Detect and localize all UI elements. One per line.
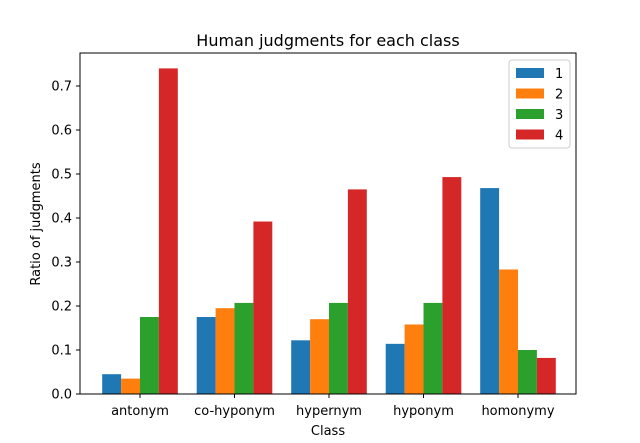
bar-series-1-homonymy: [480, 188, 500, 394]
bar-series-2-hypernym: [310, 319, 329, 394]
x-axis: antonym co-hyponym hypernym hyponym homonymy: [111, 394, 555, 419]
x-tick-label: hypernym: [296, 404, 362, 419]
legend: 1 2 3 4: [508, 59, 571, 149]
bars-layer: [102, 68, 556, 395]
y-tick-label: 0.3: [51, 256, 72, 271]
x-axis-label: Class: [311, 424, 345, 439]
bar-series-4-antonym: [158, 68, 178, 395]
legend-swatch-3: [516, 109, 544, 119]
chart-title: Human judgments for each class: [196, 31, 459, 50]
legend-label-1: 1: [555, 67, 563, 82]
legend-box: [508, 59, 571, 149]
y-tick-label: 0.0: [51, 388, 72, 403]
y-axis-label: Ratio of judgments: [29, 162, 44, 286]
x-tick-label: co-hyponym: [194, 404, 275, 419]
bar-series-3-hypernym: [329, 302, 348, 394]
legend-swatch-4: [516, 129, 544, 140]
bar-series-3-co-hyponym: [234, 302, 254, 394]
bar-series-4-homonymy: [536, 357, 556, 394]
y-axis: 0.0 0.1 0.2 0.3 0.4 0.5 0.6 0.7: [51, 80, 80, 403]
bar-series-3-hyponym: [423, 302, 443, 394]
bar-series-2-hyponym: [404, 324, 424, 394]
bar-series-4-co-hyponym: [253, 221, 273, 394]
legend-label-4: 4: [555, 129, 563, 144]
bar-series-1-hyponym: [385, 343, 405, 394]
y-tick-label: 0.7: [51, 80, 72, 95]
y-tick-label: 0.1: [51, 344, 72, 359]
legend-swatch-1: [516, 68, 544, 78]
bar-series-1-co-hyponym: [196, 317, 216, 394]
bar-series-1-hypernym: [291, 340, 311, 394]
bar-series-2-antonym: [121, 378, 140, 394]
bar-series-3-homonymy: [518, 350, 537, 394]
y-tick-label: 0.5: [51, 168, 72, 183]
plot-frame: [79, 52, 577, 395]
legend-swatch-2: [516, 88, 544, 99]
legend-label-3: 3: [555, 108, 563, 123]
x-tick-label: homonymy: [481, 404, 554, 419]
y-tick-label: 0.6: [51, 124, 72, 139]
bar-series-2-co-hyponym: [215, 308, 235, 394]
x-tick-label: hyponym: [393, 404, 454, 419]
y-tick-label: 0.2: [51, 300, 72, 315]
legend-label-2: 2: [555, 88, 563, 103]
bar-series-4-hyponym: [442, 177, 462, 394]
x-tick-label: antonym: [111, 404, 169, 419]
y-tick-label: 0.4: [51, 212, 72, 227]
bar-series-4-hypernym: [347, 189, 367, 394]
bar-series-2-homonymy: [499, 269, 518, 394]
bar-series-1-antonym: [102, 374, 122, 394]
bar-series-3-antonym: [140, 317, 159, 394]
